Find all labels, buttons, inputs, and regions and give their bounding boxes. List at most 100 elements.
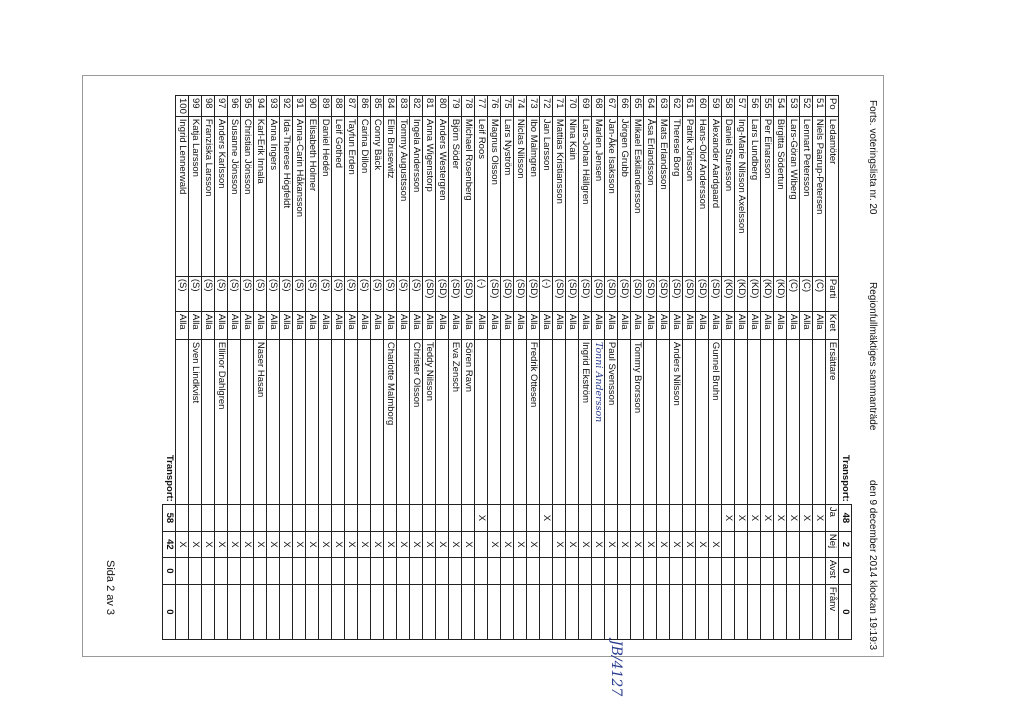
substitute: Charlotte Malmborg [383,339,397,505]
vote-no: X [214,531,228,558]
vote-yes [643,504,657,532]
district: Alla [279,311,293,340]
district: Alla [487,311,501,340]
member: Nina Kain [565,116,579,277]
district: Alla [721,311,735,340]
po: 93 [266,95,280,117]
vote-yes [253,504,267,532]
district: Alla [513,311,527,340]
vote-no [747,531,761,558]
substitute [760,339,774,505]
member: Mats Erlandsson [656,116,670,277]
party: (SD) [578,276,592,312]
vote-abstain [604,557,618,585]
party: (SD) [669,276,683,312]
substitute [396,339,410,505]
po: 74 [513,95,527,117]
member-row: 69 Lars-Johan Hällgren (SD) Alla Ingrid Ekst… [578,95,592,640]
substitute: Tonni Andersson [591,339,605,505]
district: Alla [630,311,644,340]
member: Anna Ingers [266,116,280,277]
member-row: 62 Therese Borg (SD) Alla Anders Nilsson X [669,95,683,640]
vote-yes [617,504,631,532]
vote-yes: X [539,504,553,532]
vote-no: X [604,531,618,558]
substitute [357,339,371,505]
district: Alla [227,311,241,340]
district: Alla [344,311,358,340]
vote-no: X [617,531,631,558]
substitute [227,339,241,505]
vote-no: X [383,531,397,558]
substitute [500,339,514,505]
po: 89 [318,95,332,117]
vote-absent [786,584,800,640]
district: Alla [669,311,683,340]
substitute [695,339,709,505]
district: Alla [760,311,774,340]
vote-absent [747,584,761,640]
vote-absent [370,584,384,640]
vote-no: X [201,531,215,558]
vote-abstain [487,557,501,585]
blank [839,116,852,276]
po: 87 [344,95,358,117]
member: Ingrid Lennerwald [175,116,189,277]
member: Tommy Augustsson [396,116,410,277]
member-row: 61 Patrik Jönsson (SD) Alla X [682,95,696,640]
member-row: 79 Björn Söder (SD) Alla Eva Zensch X [448,95,462,640]
substitute [266,339,280,505]
substitute [682,339,696,505]
vote-absent [253,584,267,640]
party: (S) [396,276,410,312]
po: 99 [188,95,202,117]
district: Alla [747,311,761,340]
vote-absent [617,584,631,640]
vote-abstain [318,557,332,585]
vote-abstain [591,557,605,585]
vote-abstain [643,557,657,585]
district: Alla [253,311,267,340]
member-row: 95 Christian Jönsson (S) Alla X [240,95,254,640]
member-row: 53 Lars-Göran Wiberg (C) Alla X [786,95,800,640]
district: Alla [695,311,709,340]
vote-yes [409,504,423,532]
member-row: 58 Daniel Sturesson (KD) Alla X [721,95,735,640]
member: Björn Söder [448,116,462,277]
po: 64 [643,95,657,117]
member-row: 59 Alexander Aardgaard (SD) Alla Gunnel Bruh… [708,95,722,640]
transport-ja: 58 [162,504,176,532]
vote-yes [708,504,722,532]
district: Alla [643,311,657,340]
substitute [201,339,215,505]
party: (S) [409,276,423,312]
vote-yes: X [786,504,800,532]
po: 63 [656,95,670,117]
vote-absent [682,584,696,640]
member-row: 84 Elin Brusewitz (S) Alla Charlotte Malmbor… [383,95,397,640]
vote-no: X [578,531,592,558]
substitute [786,339,800,505]
member: Mikael Eskilandersson [630,116,644,277]
district: Alla [812,311,826,340]
member: Ing-Marie Nilsson Axelsson [734,116,748,277]
po: 75 [500,95,514,117]
vote-yes: X [812,504,826,532]
vote-no: X [630,531,644,558]
vote-yes: X [773,504,787,532]
member: Daniel Hedén [318,116,332,277]
header-row: Po Ledamöter Parti Kret Ersättare Ja Nej Avst Fr… [825,95,839,640]
member-row: 66 Jörgen Grubb (SD) Alla X [617,95,631,640]
vote-no: X [279,531,293,558]
vote-yes [448,504,462,532]
member-row: 90 Elisabeth Holmer (S) Alla X [305,95,319,640]
member: Katja Larsson [188,116,202,277]
vote-no [760,531,774,558]
district: Alla [240,311,254,340]
member-row: 86 Carina Dillon (S) Alla X [357,95,371,640]
district: Alla [604,311,618,340]
member-row: 75 Lars Nyström (SD) Alla X [500,95,514,640]
po: 94 [253,95,267,117]
substitute [435,339,449,505]
party: (S) [279,276,293,312]
